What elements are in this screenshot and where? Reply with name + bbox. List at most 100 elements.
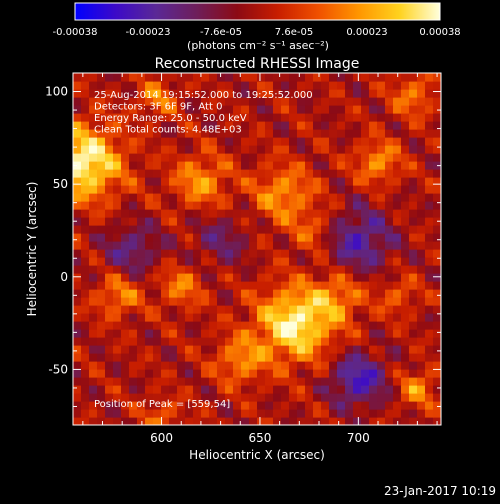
heatmap-cell xyxy=(425,177,434,186)
heatmap-cell xyxy=(185,393,194,402)
heatmap-cell xyxy=(145,201,154,210)
heatmap-cell xyxy=(265,345,274,354)
heatmap-cell xyxy=(337,401,346,410)
heatmap-cell xyxy=(385,97,394,106)
heatmap-cell xyxy=(241,233,250,242)
heatmap-cell xyxy=(73,377,82,386)
heatmap-cell xyxy=(313,369,322,378)
heatmap-cell xyxy=(385,105,394,114)
heatmap-cell xyxy=(361,193,370,202)
heatmap-cell xyxy=(321,257,330,266)
heatmap-cell xyxy=(233,217,242,226)
heatmap-cell xyxy=(353,369,362,378)
heatmap-cell xyxy=(273,121,282,130)
heatmap-cell xyxy=(297,329,306,338)
heatmap-cell xyxy=(113,257,122,266)
heatmap-cell xyxy=(257,345,266,354)
heatmap-cell xyxy=(305,97,314,106)
heatmap-cell xyxy=(417,97,426,106)
heatmap-cell xyxy=(225,73,234,82)
heatmap-cell xyxy=(121,225,130,234)
heatmap-cell xyxy=(337,321,346,330)
heatmap-cell xyxy=(329,97,338,106)
heatmap-cell xyxy=(81,177,90,186)
heatmap-cell xyxy=(225,329,234,338)
heatmap-cell xyxy=(409,177,418,186)
heatmap-cell xyxy=(161,97,170,106)
heatmap-cell xyxy=(97,89,106,98)
heatmap-cell xyxy=(113,129,122,138)
heatmap-cell xyxy=(153,385,162,394)
heatmap-cell xyxy=(433,81,441,90)
heatmap-cell xyxy=(273,73,282,82)
heatmap-cell xyxy=(273,81,282,90)
heatmap-cell xyxy=(425,393,434,402)
heatmap-cell xyxy=(273,201,282,210)
heatmap-cell xyxy=(241,169,250,178)
heatmap-cell xyxy=(105,281,114,290)
heatmap-cell xyxy=(137,105,146,114)
heatmap-cell xyxy=(401,81,410,90)
heatmap-cell xyxy=(369,289,378,298)
heatmap-cell xyxy=(233,345,242,354)
heatmap-cell xyxy=(401,145,410,154)
heatmap-cell xyxy=(241,97,250,106)
heatmap-cell xyxy=(417,81,426,90)
heatmap-cell xyxy=(129,241,138,250)
heatmap-cell xyxy=(401,73,410,82)
heatmap-cell xyxy=(89,369,98,378)
heatmap-cell xyxy=(233,201,242,210)
heatmap-cell xyxy=(337,161,346,170)
heatmap-cell xyxy=(225,377,234,386)
heatmap-cell xyxy=(417,393,426,402)
heatmap-cell xyxy=(97,233,106,242)
heatmap-cell xyxy=(393,409,402,418)
heatmap-cell xyxy=(377,121,386,130)
heatmap-cell xyxy=(193,169,202,178)
heatmap-cell xyxy=(113,97,122,106)
heatmap-cell xyxy=(105,305,114,314)
heatmap-cell xyxy=(377,345,386,354)
heatmap-cell xyxy=(385,297,394,306)
heatmap-cell xyxy=(401,353,410,362)
heatmap-cell xyxy=(329,209,338,218)
heatmap-cell xyxy=(121,209,130,218)
heatmap-cell xyxy=(297,281,306,290)
heatmap-cell xyxy=(337,153,346,162)
heatmap-cell xyxy=(201,369,210,378)
heatmap-cell xyxy=(89,169,98,178)
heatmap-cell xyxy=(209,89,218,98)
heatmap-cell xyxy=(249,73,258,82)
heatmap-cell xyxy=(89,113,98,122)
heatmap-cell xyxy=(337,105,346,114)
heatmap-cell xyxy=(89,337,98,346)
heatmap-cell xyxy=(337,265,346,274)
heatmap-cell xyxy=(417,113,426,122)
heatmap-cell xyxy=(233,209,242,218)
heatmap-cell xyxy=(281,321,290,330)
heatmap-cell xyxy=(345,401,354,410)
heatmap-cell xyxy=(201,193,210,202)
heatmap-cell xyxy=(145,329,154,338)
heatmap-cell xyxy=(377,361,386,370)
heatmap-cell xyxy=(185,225,194,234)
heatmap-cell xyxy=(393,97,402,106)
heatmap-cell xyxy=(433,105,441,114)
heatmap-cell xyxy=(289,113,298,122)
heatmap-cell xyxy=(185,329,194,338)
heatmap-cell xyxy=(153,225,162,234)
heatmap-cell xyxy=(265,185,274,194)
heatmap-cell xyxy=(201,209,210,218)
heatmap-cell xyxy=(401,89,410,98)
heatmap-cell xyxy=(385,89,394,98)
heatmap-cell xyxy=(345,257,354,266)
heatmap-cell xyxy=(369,313,378,322)
heatmap-cell xyxy=(409,145,418,154)
heatmap-cell xyxy=(145,337,154,346)
heatmap-cell xyxy=(305,345,314,354)
heatmap-cell xyxy=(129,249,138,258)
heatmap-cell xyxy=(321,329,330,338)
heatmap-cell xyxy=(201,305,210,314)
heatmap-cell xyxy=(145,185,154,194)
heatmap-cell xyxy=(377,353,386,362)
